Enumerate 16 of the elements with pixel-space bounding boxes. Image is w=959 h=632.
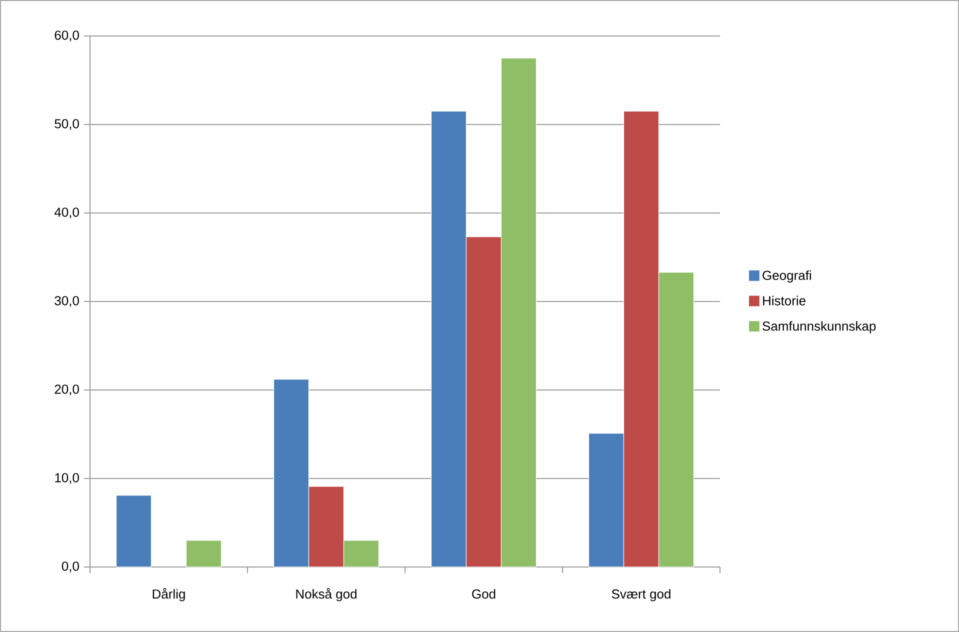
y-tick-label: 40,0: [54, 208, 79, 218]
y-tick-label: 0,0: [62, 562, 79, 572]
bar: [116, 495, 152, 568]
x-tick-label: Dårlig: [152, 588, 185, 602]
bar: [186, 540, 222, 568]
x-tick-label: Nokså god: [296, 588, 356, 602]
legend-label: Historie: [763, 296, 806, 306]
y-tick-label: 50,0: [54, 119, 79, 130]
x-tick-label: God: [472, 589, 496, 599]
legend-label: Samfunnskunnskap: [762, 321, 876, 334]
y-tick-label: 30,0: [54, 296, 79, 307]
x-tick-label: Svært god: [612, 589, 670, 602]
y-tick-label: 20,0: [54, 384, 79, 396]
legend-label: Geografi: [762, 270, 811, 283]
y-tick-label: 10,0: [55, 473, 79, 484]
y-tick-label: 60,0: [54, 30, 79, 42]
